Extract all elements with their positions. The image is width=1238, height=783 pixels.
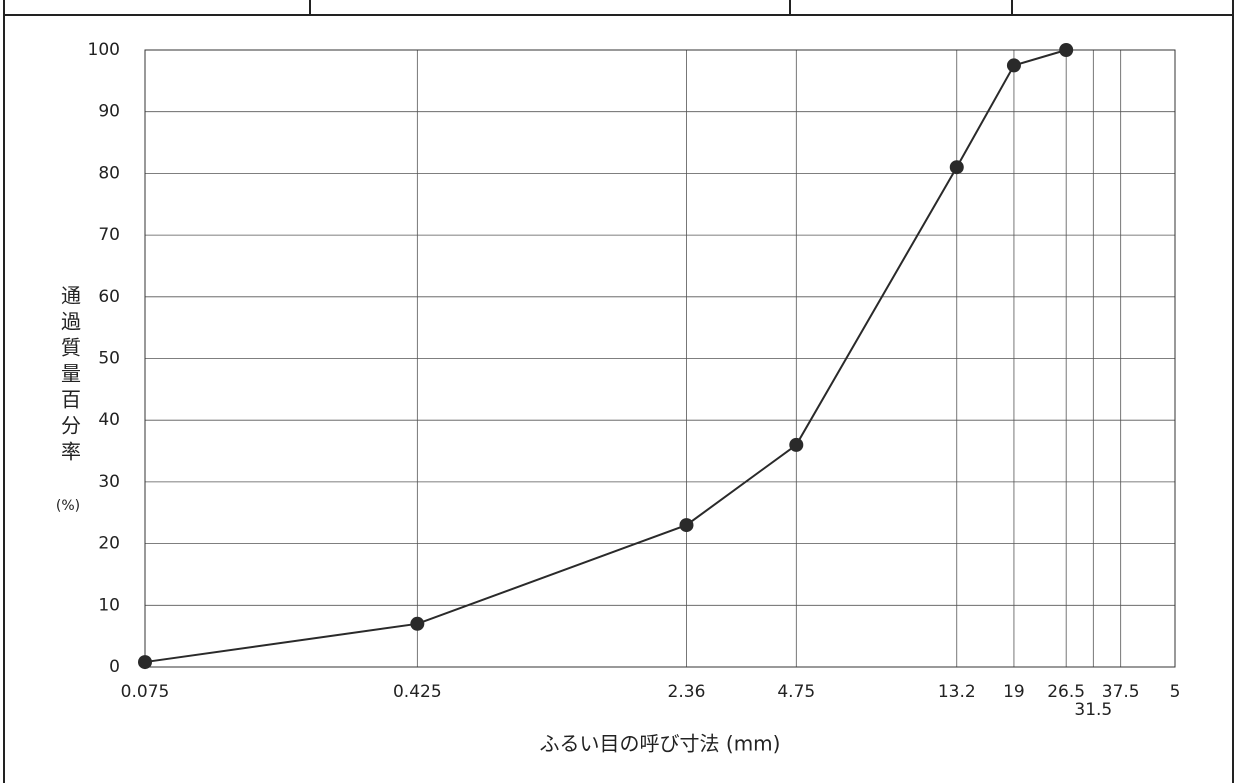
- x-tick-label: 19: [1003, 682, 1025, 702]
- data-point: [789, 437, 804, 452]
- x-tick-label: 26.5: [1047, 682, 1085, 702]
- data-point: [1059, 43, 1074, 57]
- y-tick-label: 80: [98, 163, 120, 183]
- y-tick-label: 100: [88, 40, 120, 60]
- data-point: [410, 616, 425, 631]
- x-tick-label: 5: [1170, 682, 1181, 702]
- x-tick-label: 37.5: [1102, 682, 1140, 702]
- plot-border: [144, 49, 1176, 668]
- y-axis-unit: (%): [56, 498, 80, 514]
- data-line: [144, 49, 1067, 664]
- y-tick-label: 40: [98, 410, 120, 430]
- x-tick-label: 0.075: [121, 682, 170, 702]
- y-tick-label: 10: [98, 595, 120, 615]
- y-tick-label: 30: [98, 472, 120, 492]
- data-point: [679, 518, 694, 533]
- x-axis-title: ふるい目の呼び寸法 (mm): [540, 732, 781, 756]
- data-point: [138, 655, 152, 670]
- x-tick-label: 31.5: [1074, 700, 1112, 720]
- y-tick-label: 0: [109, 657, 120, 677]
- y-axis-title: 通過質量百分率: [58, 285, 82, 467]
- y-tick-label: 50: [98, 349, 120, 369]
- y-tick-label: 70: [98, 225, 120, 245]
- y-tick-label: 20: [98, 534, 120, 554]
- x-tick-label: 0.425: [393, 682, 442, 702]
- x-tick-label: 2.36: [668, 682, 706, 702]
- x-tick-label: 4.75: [777, 682, 815, 702]
- y-tick-label: 60: [98, 287, 120, 307]
- y-tick-label: 90: [98, 102, 120, 122]
- data-point: [949, 160, 964, 175]
- data-point: [1006, 58, 1021, 73]
- x-tick-label: 13.2: [938, 682, 976, 702]
